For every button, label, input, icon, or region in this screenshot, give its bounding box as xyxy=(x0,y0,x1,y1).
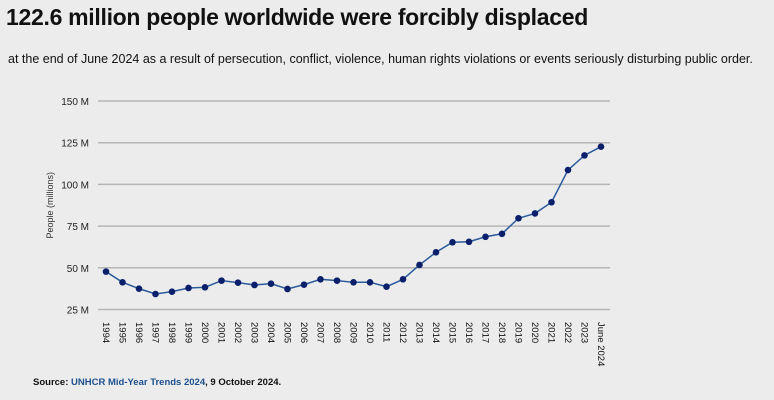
source-note: Source: UNHCR Mid-Year Trends 2024, 9 Oc… xyxy=(33,377,281,388)
y-tick-label: 150 M xyxy=(61,97,89,108)
data-point xyxy=(102,268,110,275)
data-point xyxy=(432,248,440,256)
data-point xyxy=(234,279,242,286)
data-point xyxy=(135,285,143,292)
data-point xyxy=(399,276,407,283)
data-point xyxy=(366,279,374,286)
data-point xyxy=(350,279,357,286)
x-tick-label: 2015 xyxy=(447,322,458,343)
data-point xyxy=(300,281,308,288)
data-point xyxy=(416,261,423,269)
source-link[interactable]: UNHCR Mid-Year Trends 2024 xyxy=(71,377,206,388)
x-tick-label: 1997 xyxy=(150,322,161,343)
x-tick-label: 1998 xyxy=(166,322,177,343)
x-tick-label: 2019 xyxy=(513,322,524,343)
data-point xyxy=(333,277,341,284)
x-tick-label: 2020 xyxy=(529,322,540,343)
data-point xyxy=(465,238,473,246)
source-date: , 9 October 2024. xyxy=(205,377,282,388)
x-tick-label: 2004 xyxy=(265,322,276,343)
data-point xyxy=(251,281,258,289)
data-point xyxy=(185,284,192,292)
x-tick-label: 2011 xyxy=(381,322,392,342)
x-tick-label: 2001 xyxy=(216,322,227,343)
x-tick-label: 2022 xyxy=(562,322,573,343)
data-point xyxy=(449,238,456,246)
page-subtitle: at the end of June 2024 as a result of p… xyxy=(8,52,753,66)
x-tick-label: 2000 xyxy=(199,322,210,343)
data-point xyxy=(383,283,390,290)
x-tick-label: June 2024 xyxy=(595,322,606,366)
data-point xyxy=(498,230,506,238)
data-point xyxy=(531,210,539,217)
x-tick-label: 2009 xyxy=(348,322,359,343)
data-point xyxy=(267,280,275,287)
x-tick-label: 2013 xyxy=(414,322,425,343)
y-tick-label: 100 M xyxy=(61,180,89,191)
data-point xyxy=(152,290,159,298)
x-tick-label: 2005 xyxy=(282,322,293,343)
x-tick-label: 1999 xyxy=(183,322,194,343)
x-tick-label: 2010 xyxy=(364,322,375,343)
data-point xyxy=(218,277,225,284)
x-tick-label: 2008 xyxy=(331,322,342,343)
page-title: 122.6 million people worldwide were forc… xyxy=(6,4,588,30)
source-label: Source: xyxy=(33,377,72,388)
x-tick-label: 2012 xyxy=(397,322,408,343)
data-point xyxy=(548,198,555,206)
y-tick-label: 25 M xyxy=(67,306,89,317)
series-line xyxy=(105,146,602,295)
x-tick-label: 2021 xyxy=(546,322,557,343)
x-tick-label: 2016 xyxy=(463,322,474,343)
x-tick-label: 2006 xyxy=(298,322,309,343)
x-tick-label: 2017 xyxy=(480,322,491,343)
data-point xyxy=(284,285,291,293)
x-tick-label: 1995 xyxy=(117,322,128,343)
x-tick-label: 2014 xyxy=(430,322,441,343)
y-tick-label: 50 M xyxy=(67,264,89,275)
data-point xyxy=(597,143,605,151)
x-tick-label: 2003 xyxy=(249,322,260,343)
data-point xyxy=(168,288,176,295)
data-point xyxy=(581,152,588,159)
data-point xyxy=(119,279,126,286)
x-tick-label: 2007 xyxy=(315,322,326,343)
x-tick-label: 1996 xyxy=(133,322,144,343)
x-tick-label: 2002 xyxy=(232,322,243,343)
data-point xyxy=(482,233,489,241)
y-axis-label: People (millions) xyxy=(45,172,55,239)
x-tick-label: 2018 xyxy=(496,322,507,343)
y-tick-label: 75 M xyxy=(67,222,89,233)
data-point xyxy=(564,166,572,174)
data-point xyxy=(201,284,209,291)
x-tick-label: 1994 xyxy=(100,322,111,343)
data-point xyxy=(317,276,324,283)
x-tick-label: 2023 xyxy=(579,322,590,343)
data-point xyxy=(515,214,522,222)
y-tick-label: 125 M xyxy=(61,139,89,150)
